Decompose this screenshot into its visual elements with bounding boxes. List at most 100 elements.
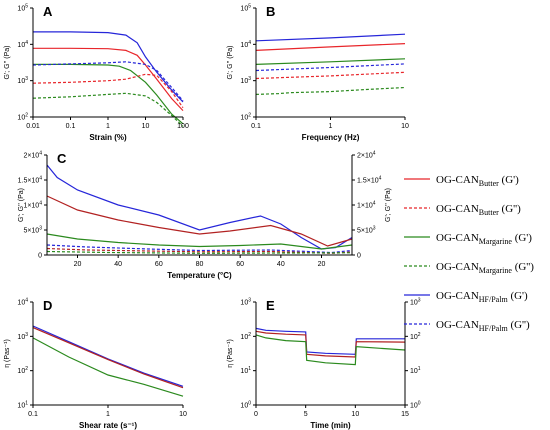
y-tick-label-right-C-2: 1×104 <box>357 201 376 210</box>
y-tick-label-right-E-0: 100 <box>410 401 421 410</box>
y-tick-label-E-3: 103 <box>240 298 251 307</box>
x-tick-label-C-6: 20 <box>318 261 326 268</box>
x-tick-label-A-0: 0.01 <box>26 123 40 130</box>
x-tick-label-B-2: 10 <box>401 123 409 130</box>
y-tick-label-B-3: 105 <box>240 4 251 13</box>
x-tick-label-B-0: 0.1 <box>251 123 261 130</box>
x-tick-label-A-3: 10 <box>142 123 150 130</box>
legend-entry-1: OG-CANButter (G'') <box>436 203 521 217</box>
x-axis-label-E: Time (min) <box>310 421 351 430</box>
x-tick-label-E-3: 15 <box>401 411 409 418</box>
panel-letter-D: D <box>43 298 52 313</box>
panel-letter-A: A <box>43 4 53 19</box>
y-tick-label-right-C-4: 2×104 <box>357 151 376 160</box>
series-line-A-3 <box>32 61 184 102</box>
series-line-C-1 <box>46 195 353 247</box>
panel-B: 0.1 1 10 102 103 104 105 Frequency (Hz) G'; G'' … <box>227 4 409 143</box>
y-tick-label-C-2: 1×104 <box>23 201 42 210</box>
x-tick-label-E-2: 10 <box>351 411 359 418</box>
y-tick-label-C-4: 2×104 <box>23 151 42 160</box>
series-line-C-5 <box>46 250 353 254</box>
x-tick-label-C-4: 60 <box>236 261 244 268</box>
series-line-B-0 <box>255 33 406 42</box>
x-tick-label-C-1: 40 <box>114 261 122 268</box>
series-line-D-1 <box>32 327 184 389</box>
y-tick-label-E-0: 100 <box>240 401 251 410</box>
series-line-A-2 <box>33 63 184 125</box>
y-tick-label-C-0: 0 <box>38 253 42 260</box>
series-line-C-3 <box>46 244 353 254</box>
x-tick-label-E-1: 5 <box>304 411 308 418</box>
legend-entry-4: OG-CANHF/Palm (G') <box>436 290 528 304</box>
x-tick-label-E-0: 0 <box>254 411 258 418</box>
series-line-B-4 <box>255 71 406 80</box>
panel-letter-C: C <box>57 151 67 166</box>
x-tick-label-C-2: 60 <box>155 261 163 268</box>
y-axis-label-D: η (Pas⁻¹) <box>4 339 11 368</box>
series-line-B-3 <box>255 63 406 72</box>
x-tick-label-A-4: 100 <box>177 123 189 130</box>
y-tick-label-right-C-3: 1.5×104 <box>357 176 382 185</box>
x-tick-label-C-5: 40 <box>277 261 285 268</box>
series-line-A-5 <box>32 92 184 127</box>
series-line-B-5 <box>255 86 406 95</box>
y-tick-label-right-E-2: 102 <box>410 332 421 341</box>
y-axis-label-A: G'; G'' (Pa) <box>4 46 11 80</box>
panel-letter-B: B <box>266 4 275 19</box>
y-tick-label-E-2: 102 <box>240 332 251 341</box>
x-tick-label-A-2: 1 <box>106 123 110 130</box>
x-axis-label-B: Frequency (Hz) <box>302 133 360 142</box>
legend-entry-3: OG-CANMargarine (G'') <box>436 261 534 275</box>
x-axis-label-D: Shear rate (s⁻¹) <box>79 421 137 430</box>
y-tick-label-A-2: 104 <box>17 40 28 49</box>
series-line-A-1 <box>33 47 184 112</box>
y-tick-label-D-2: 103 <box>17 332 28 341</box>
panel-letter-E: E <box>266 298 275 313</box>
legend: OG-CANButter (G') OG-CANButter (G'') OG-CA… <box>404 174 534 333</box>
legend-entry-5: OG-CANHF/Palm (G'') <box>436 319 530 333</box>
panel-A: 0.01 0.1 1 10 100 102 103 104 105 Strain (%) G'; G… <box>4 4 189 143</box>
series-line-D-0 <box>32 325 184 387</box>
y-tick-label-right-E-1: 101 <box>410 366 421 375</box>
series-line-E-2 <box>255 334 406 366</box>
y-tick-label-A-0: 102 <box>17 113 28 122</box>
y-tick-label-D-3: 104 <box>17 298 28 307</box>
y-tick-label-A-1: 103 <box>17 76 28 85</box>
series-line-B-2 <box>255 58 406 65</box>
series-line-C-4 <box>46 247 353 254</box>
series-line-B-1 <box>255 43 406 51</box>
panel-D: 0.1 1 10 101 102 103 104 Shear rate (s⁻¹) η (Pas… <box>4 298 187 430</box>
x-tick-label-B-1: 1 <box>329 123 333 130</box>
y-axis-label-B: G'; G'' (Pa) <box>227 46 234 80</box>
y-tick-label-A-3: 105 <box>17 4 28 13</box>
y-tick-label-B-1: 103 <box>240 76 251 85</box>
y-tick-label-right-E-3: 103 <box>410 298 421 307</box>
y-axis-label-E: η (Pas⁻¹) <box>227 339 234 368</box>
y-tick-label-right-C-1: 5×103 <box>357 226 376 235</box>
x-tick-label-C-0: 20 <box>74 261 82 268</box>
series-line-D-2 <box>32 337 184 397</box>
x-tick-label-A-1: 0.1 <box>66 123 76 130</box>
legend-entry-0: OG-CANButter (G') <box>436 174 519 188</box>
y-tick-label-B-0: 102 <box>240 113 251 122</box>
x-axis-label-A: Strain (%) <box>89 133 127 142</box>
y-tick-label-B-2: 104 <box>240 40 251 49</box>
y-axis-label-right-C: G'; G'' (Pa) <box>385 188 392 222</box>
y-tick-label-C-3: 1.5×104 <box>18 176 43 185</box>
x-tick-label-C-3: 80 <box>196 261 204 268</box>
y-tick-label-right-C-0: 0 <box>357 253 361 260</box>
x-tick-label-D-0: 0.1 <box>28 411 38 418</box>
x-tick-label-D-2: 10 <box>179 411 187 418</box>
y-tick-label-D-0: 101 <box>17 401 28 410</box>
y-axis-label-C: G'; G'' (Pa) <box>18 188 25 222</box>
series-line-A-0 <box>33 31 184 103</box>
x-axis-label-C: Temperature (°C) <box>167 271 232 280</box>
x-tick-label-D-1: 1 <box>106 411 110 418</box>
panel-C: 20 40 60 80 60 40 20 0 5×103 1×104 1.5×104 2×104 0 5×… <box>18 151 392 281</box>
y-tick-label-D-1: 102 <box>17 366 28 375</box>
legend-entry-2: OG-CANMargarine (G') <box>436 232 532 246</box>
y-tick-label-C-1: 5×103 <box>23 226 42 235</box>
y-tick-label-E-1: 101 <box>240 366 251 375</box>
